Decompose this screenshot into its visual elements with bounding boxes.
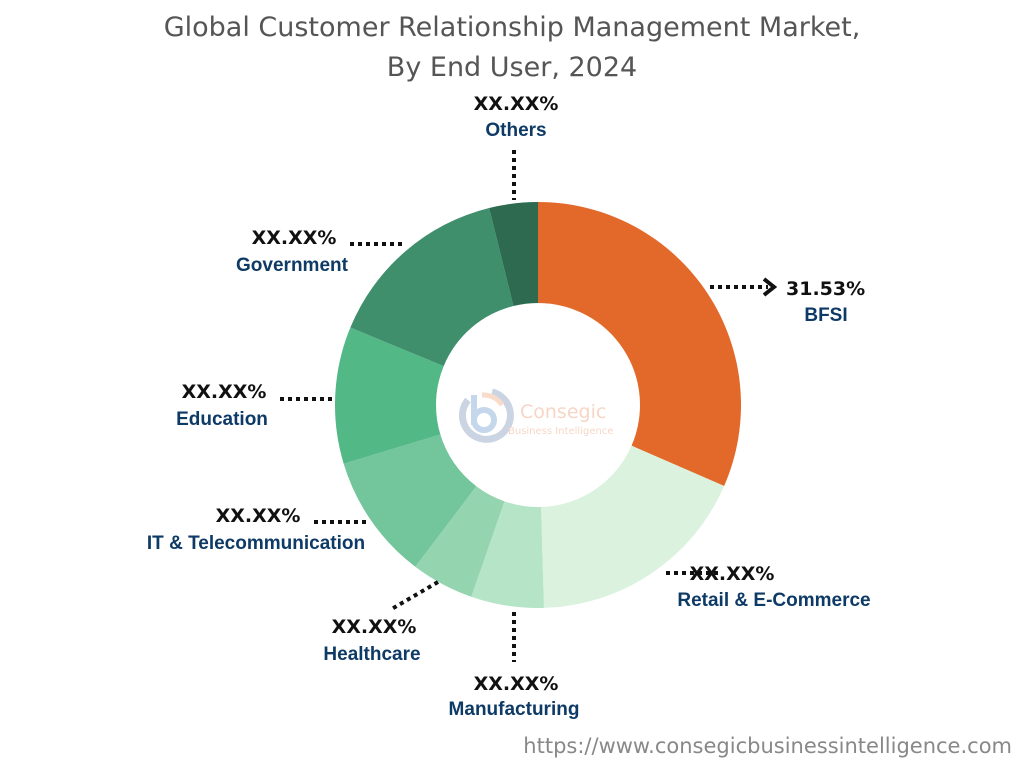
category-label-education: Education — [176, 409, 268, 430]
arrow-head-icon — [762, 277, 778, 297]
slice-healthcare[interactable] — [415, 486, 505, 597]
chart-title: Global Customer Relationship Management … — [0, 8, 1024, 88]
value-label-others: XX.XX% — [474, 93, 559, 115]
leader-line-healthcare — [388, 580, 440, 612]
category-label-government: Government — [236, 255, 349, 276]
value-label-bfsi: 31.53% — [786, 278, 865, 300]
slice-bfsi[interactable] — [538, 202, 741, 486]
category-label-bfsi: BFSI — [804, 305, 847, 326]
value-label-government: XX.XX% — [252, 227, 337, 249]
title-line-1: Global Customer Relationship Management … — [163, 12, 861, 43]
value-label-healthcare: XX.XX% — [332, 616, 417, 638]
value-label-manufacturing: XX.XX% — [474, 673, 559, 695]
logo-b — [471, 407, 497, 433]
consegic-logo-watermark: Consegic Business Intelligence — [458, 388, 613, 443]
logo-tagline: Business Intelligence — [508, 426, 613, 437]
logo-arc — [458, 388, 514, 443]
slice-retail-e-commerce[interactable] — [541, 445, 725, 608]
slice-others[interactable] — [489, 202, 538, 307]
category-label-others: Others — [485, 120, 546, 141]
logo-accent — [481, 392, 505, 407]
category-label-retail-e-commerce: Retail & E-Commerce — [677, 590, 870, 611]
slice-education[interactable] — [334, 327, 444, 464]
value-label-it-telecommunication: XX.XX% — [216, 505, 301, 527]
value-label-retail-e-commerce: XX.XX% — [690, 563, 775, 585]
slice-government[interactable] — [350, 207, 514, 367]
slice-it-telecommunication[interactable] — [343, 434, 477, 567]
logo-brand: Consegic — [520, 401, 606, 423]
category-label-manufacturing: Manufacturing — [449, 699, 580, 720]
source-url[interactable]: https://www.consegicbusinessintelligence… — [523, 734, 1012, 758]
title-line-2: By End User, 2024 — [386, 52, 638, 83]
category-label-it-telecommunication: IT & Telecommunication — [147, 533, 365, 554]
slice-manufacturing[interactable] — [471, 501, 544, 608]
value-label-education: XX.XX% — [182, 381, 267, 403]
category-label-healthcare: Healthcare — [323, 644, 420, 665]
